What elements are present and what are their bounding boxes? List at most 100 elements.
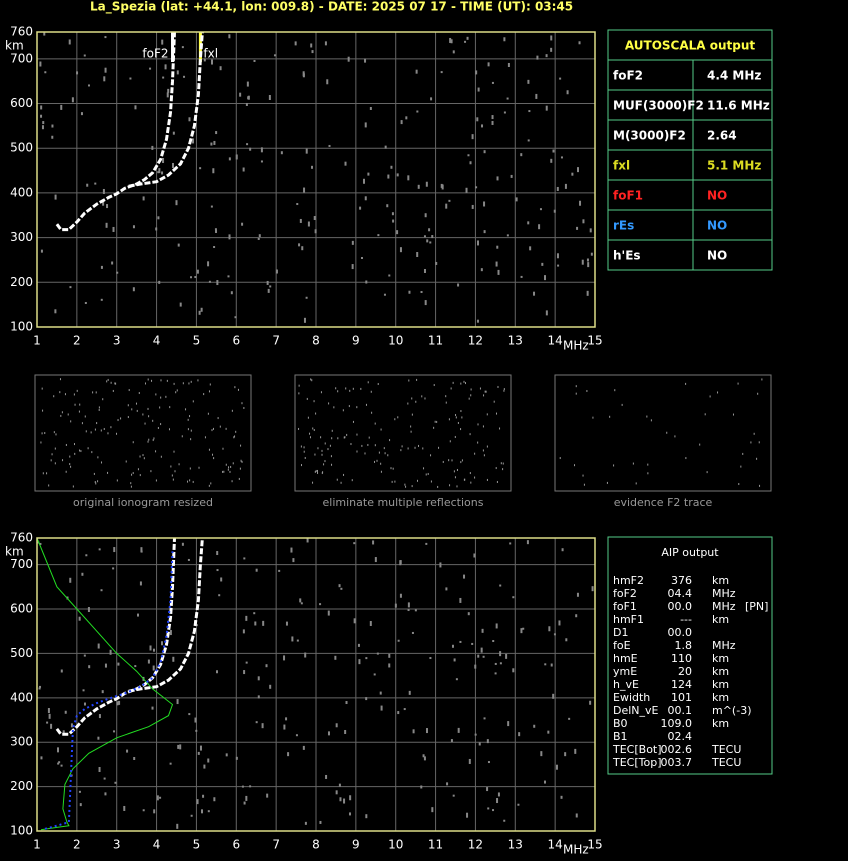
noise xyxy=(290,547,293,553)
noise xyxy=(303,446,305,449)
noise xyxy=(227,468,229,471)
noise xyxy=(117,419,119,422)
noise xyxy=(143,457,145,460)
plot-frame xyxy=(36,537,596,832)
noise xyxy=(91,451,93,454)
noise xyxy=(344,436,346,439)
noise xyxy=(467,154,470,157)
noise xyxy=(195,729,198,732)
noise xyxy=(321,453,323,456)
noise xyxy=(480,647,483,653)
noise xyxy=(399,560,402,565)
noise xyxy=(231,480,233,483)
noise xyxy=(414,609,417,612)
noise xyxy=(587,262,590,268)
noise xyxy=(493,400,495,403)
noise xyxy=(267,288,270,293)
noise xyxy=(425,181,428,187)
noise xyxy=(545,105,548,111)
noise xyxy=(742,452,744,455)
noise xyxy=(407,402,409,405)
noise xyxy=(411,413,413,416)
noise xyxy=(380,428,382,431)
noise xyxy=(128,389,130,392)
noise xyxy=(435,261,438,265)
noise xyxy=(357,643,360,647)
aip-cell: foE xyxy=(613,639,631,652)
noise xyxy=(350,443,352,446)
noise xyxy=(555,764,558,770)
noise xyxy=(459,597,462,603)
noise xyxy=(40,249,43,253)
noise xyxy=(507,721,510,727)
noise xyxy=(499,584,502,587)
noise xyxy=(399,593,402,598)
noise xyxy=(105,222,108,228)
noise xyxy=(613,464,615,467)
noise xyxy=(485,390,487,393)
noise xyxy=(239,92,242,97)
noise xyxy=(586,389,588,392)
noise xyxy=(717,391,719,394)
x-tick-label: 11 xyxy=(428,334,443,348)
noise xyxy=(42,409,44,412)
noise xyxy=(343,436,345,439)
noise xyxy=(187,418,189,421)
noise xyxy=(461,459,463,462)
noise xyxy=(46,721,49,724)
row-name: MUF(3000)F2 xyxy=(613,99,704,113)
aip-cell: B0 xyxy=(613,717,628,730)
noise xyxy=(164,64,167,70)
thumbnail xyxy=(294,374,512,492)
noise xyxy=(317,471,319,474)
noise xyxy=(176,389,178,392)
noise xyxy=(103,777,106,780)
noise xyxy=(336,478,338,481)
noise xyxy=(83,654,86,657)
noise xyxy=(92,391,94,394)
trace xyxy=(128,31,204,188)
aip-cell: TEC[Bot] xyxy=(612,743,662,756)
noise xyxy=(208,484,210,487)
noise xyxy=(245,615,248,621)
noise xyxy=(445,203,448,209)
noise xyxy=(142,196,145,201)
noise xyxy=(314,470,316,473)
noise xyxy=(453,658,456,662)
noise xyxy=(212,453,214,456)
noise xyxy=(495,623,498,629)
noise xyxy=(140,547,143,553)
noise xyxy=(158,280,161,284)
noise xyxy=(151,379,153,382)
x-tick-label: 12 xyxy=(468,334,483,348)
noise xyxy=(102,398,104,401)
noise xyxy=(107,432,109,435)
noise xyxy=(340,587,343,590)
noise xyxy=(266,280,269,285)
noise xyxy=(387,454,389,457)
aip-cell: km xyxy=(712,678,729,691)
noise xyxy=(97,456,99,459)
noise xyxy=(473,553,476,558)
noise xyxy=(233,436,235,439)
noise xyxy=(161,39,164,45)
aip-cell: TECU xyxy=(711,743,741,756)
noise xyxy=(85,554,88,557)
noise xyxy=(257,676,260,681)
noise xyxy=(98,408,100,411)
noise xyxy=(304,652,307,658)
noise xyxy=(169,630,172,636)
noise xyxy=(64,710,67,714)
noise xyxy=(365,657,368,660)
noise xyxy=(125,460,127,463)
noise xyxy=(208,390,210,393)
noise xyxy=(313,216,316,221)
noise xyxy=(512,596,515,599)
noise xyxy=(571,172,574,176)
noise xyxy=(81,422,83,425)
noise xyxy=(330,455,332,458)
noise xyxy=(38,687,41,690)
noise xyxy=(153,809,156,814)
noise xyxy=(110,381,112,384)
